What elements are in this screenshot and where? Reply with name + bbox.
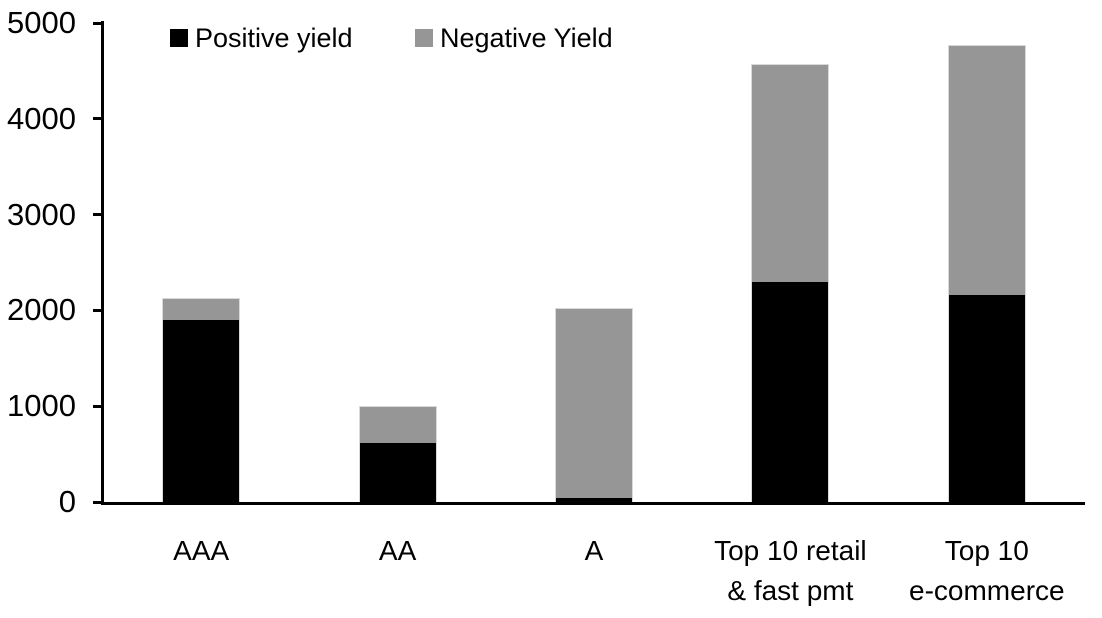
y-tick-mark	[93, 117, 101, 121]
x-category-label: Top 10 retail & fast pmt	[714, 535, 867, 606]
legend-item-positive-yield: Positive yield	[170, 22, 353, 53]
bar-top-10-retail	[751, 64, 830, 502]
segment-negative-yield	[556, 308, 632, 500]
y-tick-mark	[93, 404, 101, 408]
y-tick-label: 3000	[7, 196, 76, 232]
y-tick-label: 0	[58, 484, 76, 519]
bar-aa	[358, 405, 437, 502]
y-tick-mark	[93, 308, 101, 312]
segment-positive-yield	[163, 319, 240, 502]
y-axis-line	[101, 21, 104, 504]
y-tick-mark	[93, 500, 101, 504]
bar-top-10	[947, 45, 1026, 502]
y-tick-mark	[93, 213, 101, 217]
legend-label-positive-yield: Positive yield	[195, 22, 353, 53]
y-tick-label: 2000	[7, 292, 76, 328]
segment-positive-yield	[359, 442, 436, 502]
x-axis-line	[101, 502, 1085, 505]
x-category-label: AA	[378, 535, 417, 566]
segment-positive-yield	[752, 281, 829, 502]
legend-label-negative-yield: Negative Yield	[440, 22, 613, 53]
segment-negative-yield	[752, 65, 829, 283]
x-category-label: AAA	[173, 535, 230, 566]
segment-positive-yield	[948, 295, 1025, 502]
legend-swatch-negative-yield-icon	[415, 29, 433, 47]
bar-aaa	[162, 297, 241, 502]
segment-negative-yield	[948, 46, 1025, 297]
x-category-label: Top 10 e-commerce	[909, 535, 1065, 606]
legend-swatch-positive-yield-icon	[170, 29, 188, 47]
y-tick-label: 5000	[7, 5, 76, 40]
y-tick-label: 1000	[7, 388, 76, 424]
y-tick-mark	[93, 21, 101, 25]
y-tick-label: 4000	[7, 100, 76, 136]
x-category-label: A	[584, 535, 604, 566]
segment-negative-yield	[163, 298, 240, 321]
segment-positive-yield	[556, 498, 632, 502]
bar-a	[555, 307, 633, 502]
legend-item-negative-yield: Negative Yield	[415, 22, 613, 53]
segment-negative-yield	[359, 406, 436, 444]
